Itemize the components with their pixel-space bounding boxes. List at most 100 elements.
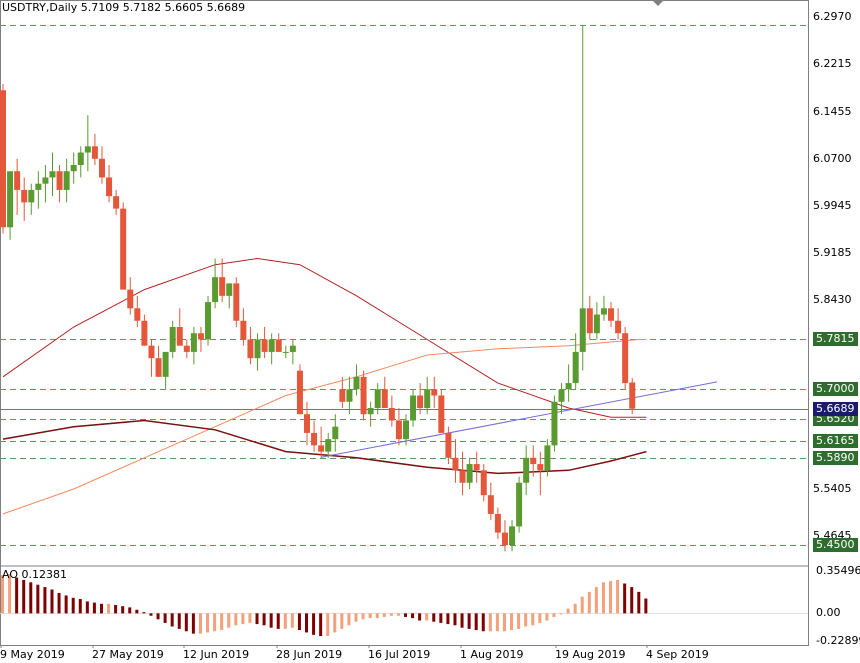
candle-body-79 <box>558 389 565 402</box>
date-tick-label: 1 Aug 2019 <box>460 648 524 661</box>
ao-bar-12 <box>85 601 89 614</box>
ao-bar-3 <box>22 579 26 614</box>
ao-bar-60 <box>425 613 429 621</box>
candle-body-22 <box>155 358 162 377</box>
ao-bar-21 <box>149 613 153 616</box>
ao-bar-34 <box>241 613 245 625</box>
candle-body-88 <box>622 333 629 384</box>
ao-bar-30 <box>213 613 217 632</box>
candle-body-7 <box>49 171 56 178</box>
ao-bar-91 <box>644 598 648 614</box>
ao-bar-79 <box>559 613 563 615</box>
price-tick-label: 5.9945 <box>813 198 852 212</box>
ao-bar-14 <box>99 603 103 614</box>
candle-body-27 <box>190 333 197 352</box>
candle-body-87 <box>615 320 622 334</box>
candle-body-33 <box>233 283 240 321</box>
candle-body-39 <box>275 339 282 352</box>
candle-body-9 <box>63 171 70 190</box>
candle-body-71 <box>501 532 508 546</box>
ao-bar-82 <box>580 596 584 614</box>
ao-bar-81 <box>573 603 577 614</box>
price-tick-label: 6.0700 <box>813 151 852 165</box>
candle-body-11 <box>77 152 84 166</box>
candle-body-85 <box>600 308 607 315</box>
candle-body-53 <box>374 389 381 408</box>
candle-body-75 <box>530 457 537 465</box>
candle-body-35 <box>247 339 254 359</box>
ao-bar-84 <box>594 587 598 614</box>
ao-bar-66 <box>467 613 471 629</box>
candle-body-5 <box>35 183 42 190</box>
ao-bar-43 <box>305 613 309 633</box>
candle-body-17 <box>120 208 127 290</box>
ao-bar-24 <box>170 613 174 627</box>
ao-bar-13 <box>92 602 96 614</box>
ao-bar-51 <box>361 613 365 620</box>
candle-body-67 <box>473 464 480 471</box>
ao-bar-59 <box>418 613 422 621</box>
candle-body-34 <box>240 320 247 340</box>
candle-body-37 <box>261 339 268 352</box>
candle-body-19 <box>134 308 141 321</box>
ao-bar-61 <box>432 613 436 622</box>
ao-bar-6 <box>43 587 47 614</box>
candle-body-21 <box>148 345 155 359</box>
candle-body-32 <box>226 283 233 296</box>
date-tick-label: 12 Jun 2019 <box>183 648 250 661</box>
candle-body-1 <box>7 171 14 228</box>
candle-body-52 <box>367 407 374 415</box>
ao-bar-77 <box>545 613 549 621</box>
ao-bar-83 <box>587 591 591 614</box>
ao-bar-18 <box>128 607 132 614</box>
candle-body-42 <box>296 370 303 415</box>
ao-bar-53 <box>375 613 379 619</box>
current-price-tag: 5.6689 <box>813 401 858 416</box>
ao-bar-11 <box>78 599 82 614</box>
candle-body-86 <box>608 308 615 321</box>
candle-body-24 <box>169 326 176 352</box>
date-tick-label: 28 Jun 2019 <box>276 648 343 661</box>
ao-bar-87 <box>616 579 620 614</box>
price-tick-label: 6.2970 <box>813 10 852 24</box>
ao-bar-49 <box>347 613 351 626</box>
date-tick-label: 27 May 2019 <box>92 648 164 661</box>
ao-bar-15 <box>107 603 111 614</box>
candle-body-80 <box>565 383 572 390</box>
ao-bar-20 <box>142 612 146 614</box>
ao-bar-8 <box>57 593 61 614</box>
ao-bar-73 <box>517 613 521 629</box>
ao-bar-76 <box>538 613 542 623</box>
candle-body-31 <box>219 277 226 296</box>
moving-average-1 <box>2 339 647 515</box>
candle-body-41 <box>289 345 296 352</box>
ao-bar-38 <box>269 613 273 628</box>
ao-bar-85 <box>601 582 605 614</box>
candle-body-69 <box>487 495 494 514</box>
price-tick-label: 5.5890 <box>813 451 858 466</box>
candle-body-38 <box>268 339 275 352</box>
candle-body-46 <box>325 439 332 452</box>
candle-body-83 <box>586 308 593 334</box>
candle-body-64 <box>452 457 459 471</box>
date-tick-label: 16 Jul 2019 <box>368 648 431 661</box>
price-tick-label: 6.1455 <box>813 104 852 118</box>
ao-bar-72 <box>510 613 514 631</box>
candle-body-63 <box>445 432 452 458</box>
price-tick-label: 6.2215 <box>813 57 852 71</box>
price-tick-label: 5.9185 <box>813 246 852 260</box>
candle-body-47 <box>332 426 339 440</box>
candle-body-65 <box>459 470 466 483</box>
candle-body-10 <box>70 165 77 172</box>
ao-bar-90 <box>637 591 641 614</box>
candle-body-58 <box>410 395 417 421</box>
ao-bar-40 <box>283 613 287 629</box>
ao-bar-58 <box>411 613 415 619</box>
ao-bar-19 <box>135 609 139 614</box>
candle-body-50 <box>353 376 360 390</box>
ao-bar-46 <box>326 613 330 637</box>
ao-bar-86 <box>609 581 613 614</box>
candle-body-3 <box>21 189 28 203</box>
ao-bar-75 <box>531 613 535 626</box>
ao-bar-63 <box>446 613 450 625</box>
